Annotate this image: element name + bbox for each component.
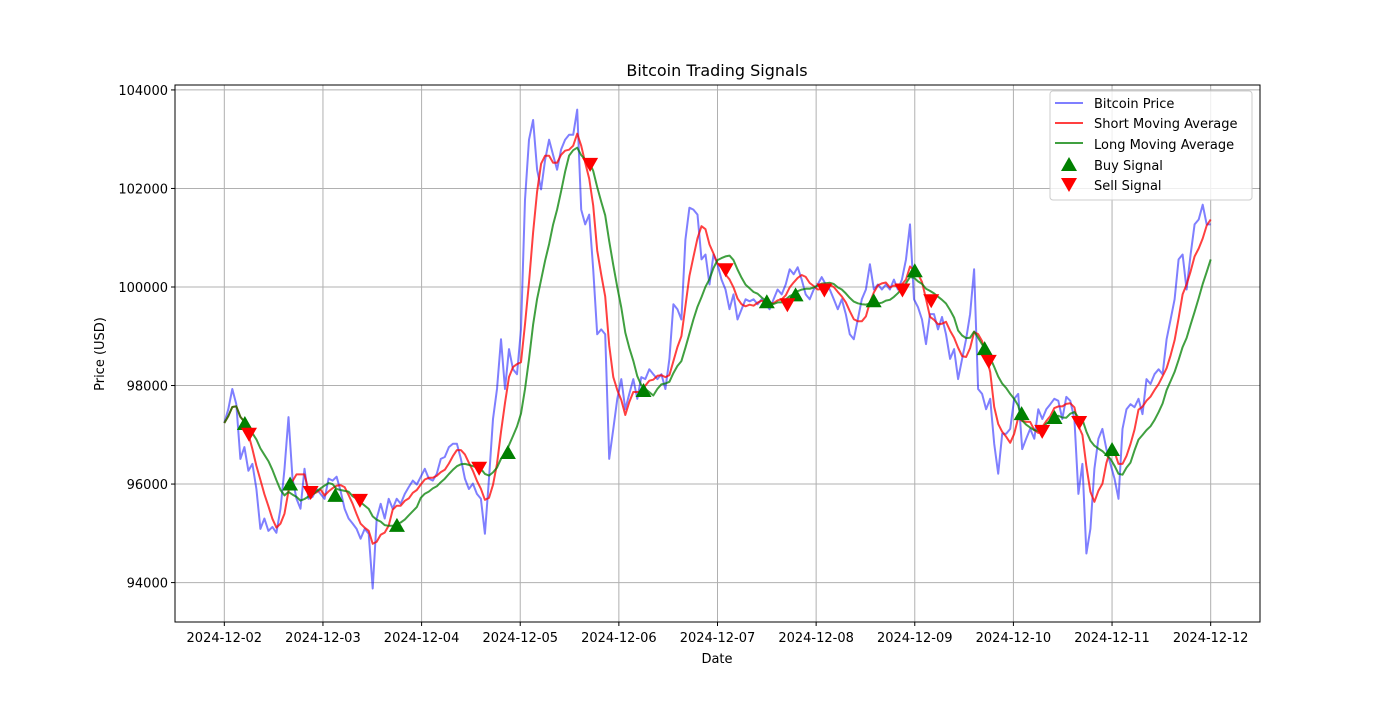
x-tick-label: 2024-12-05 — [482, 631, 558, 646]
sell-signal-marker — [471, 461, 488, 476]
buy-signal-marker — [758, 294, 775, 309]
x-tick-label: 2024-12-08 — [778, 631, 854, 646]
y-tick-label: 94000 — [127, 577, 168, 592]
buy-signal-marker — [499, 445, 516, 460]
buy-signal-marker — [327, 487, 344, 502]
x-tick-label: 2024-12-06 — [581, 631, 657, 646]
sell-signal-marker — [582, 157, 599, 172]
grid-lines — [175, 85, 1260, 622]
x-tick-label: 2024-12-03 — [285, 631, 361, 646]
signal-markers — [236, 157, 1121, 532]
sell-signal-marker — [894, 283, 911, 298]
x-tick-label: 2024-12-04 — [384, 631, 460, 646]
sell-signal-marker — [980, 354, 997, 369]
buy-signal-marker — [1013, 406, 1030, 421]
buy-signal-marker — [787, 287, 804, 302]
y-tick-label: 104000 — [118, 84, 168, 99]
x-tick-label: 2024-12-10 — [976, 631, 1052, 646]
buy-signal-marker — [282, 476, 299, 491]
y-tick-label: 96000 — [127, 478, 168, 493]
x-tick-label: 2024-12-02 — [187, 631, 263, 646]
legend-label-short-ma: Short Moving Average — [1094, 117, 1238, 132]
buy-signal-marker — [388, 517, 405, 532]
sell-signal-marker — [717, 263, 734, 278]
buy-signal-marker — [1104, 442, 1121, 457]
sell-signal-marker — [1071, 415, 1088, 430]
y-tick-label: 100000 — [118, 281, 168, 296]
sell-signal-marker — [351, 493, 368, 508]
chart-title: Bitcoin Trading Signals — [626, 61, 807, 80]
legend: Bitcoin Price Short Moving Average Long … — [1049, 90, 1253, 201]
long-moving-average-line — [223, 146, 1212, 527]
x-tick-label: 2024-12-07 — [680, 631, 756, 646]
y-axis: 94000 96000 98000 100000 102000 104000 — [118, 84, 175, 592]
legend-label-long-ma: Long Moving Average — [1094, 138, 1234, 153]
x-axis-label: Date — [701, 652, 732, 667]
y-tick-label: 98000 — [127, 380, 168, 395]
buy-signal-marker — [976, 341, 993, 356]
buy-signal-marker — [635, 382, 652, 397]
x-tick-label: 2024-12-09 — [877, 631, 953, 646]
x-tick-label: 2024-12-12 — [1173, 631, 1249, 646]
sell-signal-marker — [816, 283, 833, 298]
buy-signal-marker — [1046, 410, 1063, 425]
legend-label-sell: Sell Signal — [1094, 179, 1162, 194]
sell-signal-marker — [302, 485, 319, 500]
x-axis: 2024-12-02 2024-12-03 2024-12-04 2024-12-05… — [187, 622, 1249, 646]
buy-signal-marker — [906, 263, 923, 278]
sell-signal-marker — [779, 298, 796, 313]
legend-label-buy: Buy Signal — [1094, 159, 1163, 174]
x-tick-label: 2024-12-11 — [1074, 631, 1150, 646]
sell-signal-marker — [240, 427, 257, 442]
sell-signal-marker — [1034, 424, 1051, 439]
y-tick-label: 102000 — [118, 182, 168, 197]
legend-label-price: Bitcoin Price — [1094, 97, 1174, 112]
y-axis-label: Price (USD) — [93, 317, 108, 391]
sell-signal-marker — [923, 294, 940, 309]
buy-signal-marker — [236, 415, 253, 430]
legend-sell-icon — [1061, 178, 1077, 192]
legend-buy-icon — [1061, 157, 1077, 171]
buy-signal-marker — [865, 293, 882, 308]
series-layer — [223, 108, 1212, 590]
